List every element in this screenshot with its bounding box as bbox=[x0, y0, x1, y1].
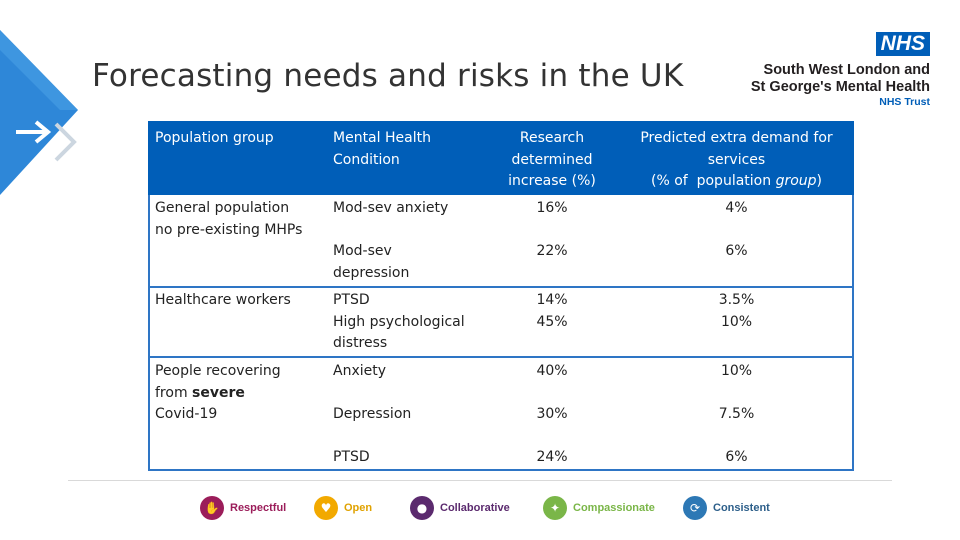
increase-cell: 24% bbox=[536, 449, 568, 465]
handshake-icon: ✋ bbox=[200, 496, 224, 520]
header-population-group: Population group bbox=[155, 130, 274, 146]
value-collaborative: ● Collaborative bbox=[410, 493, 510, 523]
value-label: Respectful bbox=[230, 502, 287, 514]
footer-divider bbox=[68, 480, 892, 481]
value-label: Collaborative bbox=[440, 502, 510, 514]
people-group-icon: ● bbox=[410, 496, 434, 520]
increase-cell: 16% bbox=[536, 200, 568, 216]
demand-cell: 3.5% 10% bbox=[718, 292, 755, 330]
chevron-outline-icon bbox=[54, 122, 77, 162]
cycle-icon: ⟳ bbox=[683, 496, 707, 520]
table-header: Population group Mental Health Condition… bbox=[148, 121, 854, 195]
increase-cell: 14% 45% bbox=[536, 292, 568, 330]
header-research-increase: Research determined increase (%) bbox=[508, 130, 596, 189]
condition-mod-sev-depression: Mod-sev depression bbox=[333, 243, 410, 281]
value-respectful: ✋ Respectful bbox=[200, 493, 286, 523]
header-predicted-demand: Predicted extra demand for services (% o… bbox=[640, 130, 833, 189]
condition-ptsd: PTSD bbox=[333, 449, 370, 465]
table-body bbox=[148, 195, 854, 471]
demand-cell: 6% bbox=[725, 243, 748, 259]
condition-ptsd-distress: PTSD High psychological distress bbox=[333, 292, 465, 351]
increase-cell: 40% bbox=[536, 363, 568, 379]
org-name-line2: St George's Mental Health bbox=[750, 79, 930, 95]
condition-depression: Depression bbox=[333, 406, 412, 422]
heart-shield-icon: ♥ bbox=[314, 496, 338, 520]
increase-cell: 30% bbox=[536, 406, 568, 422]
header-condition: Mental Health Condition bbox=[333, 130, 431, 168]
row-separator bbox=[148, 286, 854, 288]
helping-hands-icon: ✦ bbox=[543, 496, 567, 520]
group-severe-covid-recovery: People recovering from severe Covid-19 bbox=[155, 363, 281, 422]
value-label: Compassionate bbox=[573, 502, 655, 514]
org-name-line1: South West London and bbox=[763, 62, 930, 78]
increase-cell: 22% bbox=[536, 243, 568, 259]
page-title: Forecasting needs and risks in the UK bbox=[92, 58, 684, 94]
nhs-badge: NHS bbox=[875, 32, 930, 56]
demand-cell: 7.5% bbox=[718, 406, 755, 422]
condition-mod-sev-anxiety: Mod-sev anxiety bbox=[333, 200, 449, 216]
value-compassionate: ✦ Compassionate bbox=[543, 493, 655, 523]
group-healthcare-workers: Healthcare workers bbox=[155, 292, 291, 308]
demand-cell: 4% bbox=[725, 200, 748, 216]
demand-cell: 10% bbox=[720, 363, 753, 379]
value-label: Consistent bbox=[713, 502, 770, 514]
nhs-trust-logo: NHS South West London and St George's Me… bbox=[718, 32, 930, 110]
arrow-icon bbox=[16, 120, 52, 144]
decorative-side-chevron bbox=[0, 30, 78, 195]
value-open: ♥ Open bbox=[314, 493, 372, 523]
condition-anxiety: Anxiety bbox=[333, 363, 387, 379]
forecast-table: Population group Mental Health Condition… bbox=[148, 121, 854, 471]
value-label: Open bbox=[344, 502, 373, 514]
demand-cell: 6% bbox=[725, 449, 748, 465]
group-general-population: General population no pre-existing MHPs bbox=[155, 200, 303, 238]
row-separator bbox=[148, 356, 854, 358]
org-name-line3: NHS Trust bbox=[879, 96, 930, 108]
value-consistent: ⟳ Consistent bbox=[683, 493, 770, 523]
